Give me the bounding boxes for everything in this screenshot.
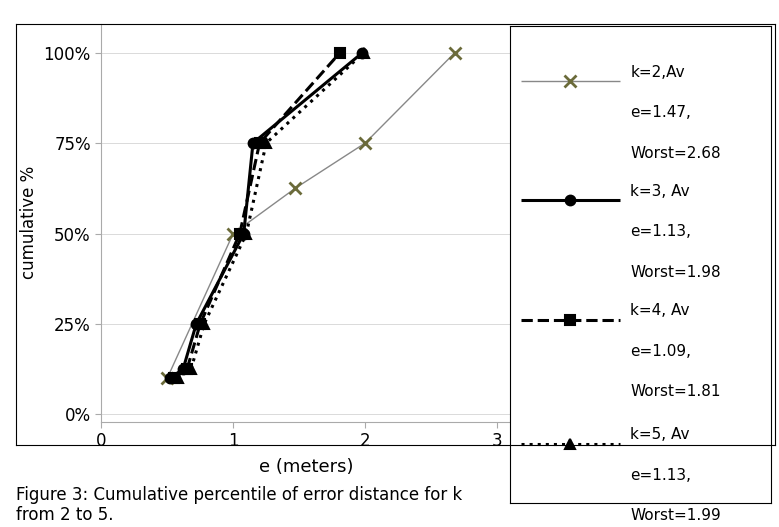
Y-axis label: cumulative %: cumulative % (20, 166, 38, 279)
Text: k=2,Av: k=2,Av (630, 64, 685, 80)
Text: Worst=1.98: Worst=1.98 (630, 265, 721, 280)
Text: k=5, Av: k=5, Av (630, 427, 689, 442)
Text: e=1.09,: e=1.09, (630, 344, 691, 358)
Text: Worst=1.81: Worst=1.81 (630, 384, 721, 399)
Text: Worst=1.99: Worst=1.99 (630, 508, 721, 523)
Text: Figure 3: Cumulative percentile of error distance for k
from 2 to 5.: Figure 3: Cumulative percentile of error… (16, 485, 462, 524)
Text: e=1.47,: e=1.47, (630, 105, 691, 120)
Text: Worst=2.68: Worst=2.68 (630, 145, 721, 161)
Text: k=4, Av: k=4, Av (630, 303, 689, 318)
X-axis label: e (meters): e (meters) (259, 458, 353, 476)
Text: k=3, Av: k=3, Av (630, 184, 690, 199)
Text: e=1.13,: e=1.13, (630, 467, 691, 483)
Text: e=1.13,: e=1.13, (630, 225, 691, 239)
